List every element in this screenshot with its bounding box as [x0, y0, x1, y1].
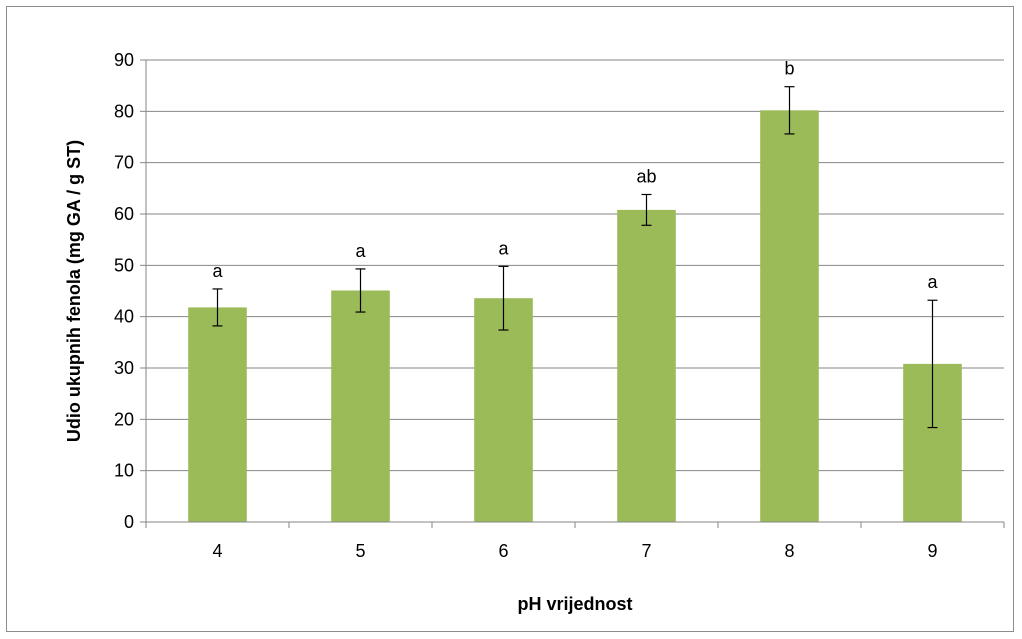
significance-label-8: b — [784, 59, 794, 79]
x-tick-label: 4 — [212, 541, 222, 561]
y-tick-labels: 0 10 20 30 40 50 60 70 80 90 — [114, 50, 134, 532]
y-tick-label: 60 — [114, 204, 134, 224]
axes — [140, 59, 1005, 528]
error-bars — [212, 86, 938, 429]
significance-label-6: a — [498, 238, 509, 258]
y-tick-label: 20 — [114, 409, 134, 429]
x-tick-labels: 4 5 6 7 8 9 — [212, 541, 937, 561]
bar-7 — [617, 209, 676, 523]
y-tick-label: 30 — [114, 358, 134, 378]
y-axis-title: Udio ukupnih fenola (mg GA / g ST) — [64, 140, 84, 442]
significance-label-7: ab — [636, 166, 656, 186]
y-tick-label: 50 — [114, 255, 134, 275]
x-tick-label: 8 — [784, 541, 794, 561]
x-axis-title: pH vrijednost — [517, 594, 632, 614]
y-tick-label: 70 — [114, 153, 134, 173]
bar-6 — [474, 298, 533, 522]
significance-label-4: a — [212, 261, 223, 281]
x-tick-label: 7 — [641, 541, 651, 561]
y-tick-label: 80 — [114, 101, 134, 121]
significance-labels: a a a ab b a — [212, 59, 938, 293]
x-tick-label: 6 — [498, 541, 508, 561]
x-tick-label: 9 — [927, 541, 937, 561]
y-tick-label: 0 — [124, 512, 134, 532]
gridlines — [146, 59, 1004, 472]
y-tick-label: 40 — [114, 307, 134, 327]
bar-8 — [760, 110, 819, 522]
significance-label-9: a — [927, 272, 938, 292]
y-tick-label: 10 — [114, 461, 134, 481]
y-tick-label: 90 — [114, 50, 134, 70]
x-tick-label: 5 — [355, 541, 365, 561]
bars — [188, 110, 962, 523]
bar-4 — [188, 307, 247, 522]
bar-5 — [331, 290, 390, 522]
significance-label-5: a — [355, 241, 366, 261]
